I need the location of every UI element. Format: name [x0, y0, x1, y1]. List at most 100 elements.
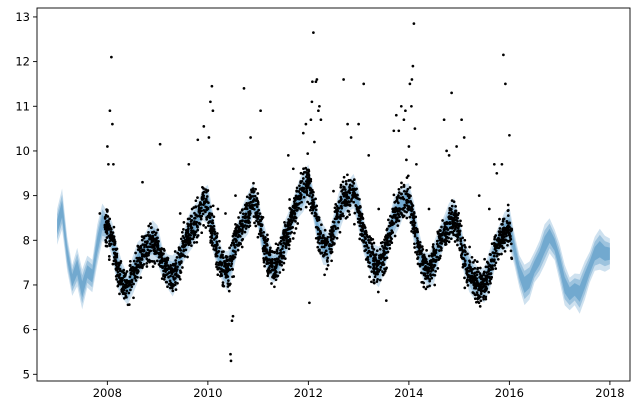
data-point [336, 206, 340, 210]
data-point [282, 229, 285, 233]
data-point [339, 183, 343, 187]
data-point [463, 243, 466, 247]
data-point [296, 222, 300, 225]
data-point [199, 203, 203, 206]
data-point [194, 230, 198, 234]
data-point [232, 275, 236, 278]
y-tick-label: 10 [15, 144, 30, 158]
data-point [108, 109, 112, 113]
data-point [310, 196, 314, 199]
data-point [103, 226, 107, 229]
data-point [392, 222, 396, 225]
data-point [482, 297, 486, 301]
data-point [211, 204, 215, 208]
data-point [177, 275, 181, 279]
data-point [314, 213, 318, 217]
data-point [431, 243, 435, 246]
data-point [245, 224, 249, 228]
data-point [368, 235, 371, 238]
data-point [210, 213, 214, 217]
data-point [325, 252, 329, 256]
data-point [309, 118, 313, 122]
data-point [227, 279, 230, 282]
data-point [284, 224, 287, 228]
data-point [156, 242, 160, 246]
data-point [346, 200, 349, 204]
data-point [397, 129, 401, 133]
data-point [456, 226, 460, 230]
data-point [195, 235, 199, 239]
data-point [130, 278, 134, 282]
data-point [291, 237, 295, 240]
data-point [173, 250, 177, 253]
data-point [477, 301, 481, 305]
data-point [354, 204, 358, 208]
data-point [106, 219, 110, 223]
data-point [388, 247, 392, 250]
data-point [485, 276, 489, 280]
data-point [179, 261, 183, 264]
data-point [506, 203, 510, 207]
data-point [326, 240, 330, 244]
data-point [194, 205, 198, 209]
data-point [372, 278, 376, 282]
data-point [338, 230, 342, 234]
data-point [360, 225, 364, 229]
data-point [273, 285, 276, 289]
data-point [139, 262, 142, 266]
data-point [234, 252, 237, 256]
data-point [307, 175, 311, 179]
data-point [478, 305, 482, 308]
data-point [393, 201, 397, 204]
data-point [218, 246, 221, 250]
data-point [459, 219, 462, 223]
data-point [297, 194, 301, 198]
data-point [291, 211, 294, 215]
data-point [105, 229, 108, 233]
data-point [316, 245, 320, 249]
data-point [230, 258, 234, 262]
data-point [454, 205, 457, 208]
data-point [418, 250, 422, 254]
data-point [149, 242, 152, 246]
data-point [262, 244, 266, 248]
data-point [324, 249, 328, 253]
data-point [458, 233, 461, 236]
data-point [256, 202, 260, 206]
data-point [196, 228, 200, 232]
data-point [400, 192, 403, 196]
data-point [483, 282, 486, 286]
data-point [346, 122, 349, 126]
data-point [415, 253, 419, 256]
data-point [476, 293, 479, 297]
data-point [366, 251, 370, 255]
data-point [469, 279, 473, 283]
data-point [190, 218, 194, 222]
data-point [357, 122, 360, 126]
data-point [240, 219, 244, 223]
data-point [143, 245, 146, 249]
y-axis: 5 6 7 8 9 10 11 12 13 [15, 10, 37, 381]
data-point [395, 199, 399, 203]
data-point [320, 251, 324, 255]
data-point [98, 212, 102, 215]
data-point [221, 284, 225, 288]
data-point [452, 226, 455, 229]
data-point [116, 270, 120, 274]
data-point [200, 195, 204, 199]
data-point [244, 212, 248, 216]
data-point [437, 258, 441, 261]
data-point [305, 187, 308, 191]
data-point [140, 238, 144, 242]
data-point [423, 268, 427, 272]
data-point [410, 230, 413, 233]
data-point [279, 242, 283, 246]
data-point [253, 221, 256, 225]
data-point [353, 211, 357, 215]
data-point [194, 199, 198, 203]
data-point [317, 218, 321, 222]
data-point [460, 244, 464, 248]
data-point [505, 225, 509, 229]
data-point [475, 273, 479, 277]
data-point [215, 252, 218, 255]
